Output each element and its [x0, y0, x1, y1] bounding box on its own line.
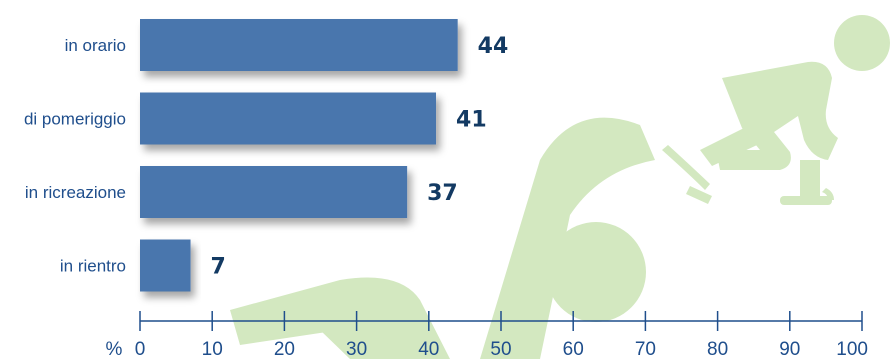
bar-3 — [140, 239, 191, 292]
x-tick-label-4: 40 — [418, 339, 439, 359]
x-tick-label-10: 100 — [836, 339, 868, 359]
category-label-1: di pomeriggio — [24, 110, 126, 129]
x-tick-label-1: 10 — [202, 339, 223, 359]
x-tick-label-8: 80 — [707, 339, 728, 359]
x-axis: % 0 10 20 30 40 50 60 70 80 90 100 — [106, 311, 868, 359]
data-label-1: 41 — [456, 108, 487, 133]
bar-2 — [140, 166, 408, 218]
data-labels: 44 41 37 7 — [211, 34, 509, 280]
skater-icon — [662, 15, 890, 205]
category-label-0: in orario — [65, 36, 126, 55]
bars — [140, 19, 458, 292]
x-tick-label-9: 90 — [779, 339, 800, 359]
x-tick-label-7: 70 — [635, 339, 656, 359]
x-tick-label-0: 0 — [135, 339, 146, 359]
category-label-2: in ricreazione — [25, 183, 126, 202]
data-label-2: 37 — [427, 181, 458, 206]
data-label-0: 44 — [478, 34, 509, 59]
x-tick-label-6: 60 — [563, 339, 584, 359]
bar-0 — [140, 19, 458, 71]
player-with-ball-icon — [230, 117, 655, 359]
x-tick-label-2: 20 — [274, 339, 295, 359]
x-axis-unit-label: % — [106, 339, 123, 359]
background-illustration — [230, 15, 890, 359]
x-tick-label-3: 30 — [346, 339, 367, 359]
category-labels: in orario di pomeriggio in ricreazione in r… — [24, 36, 126, 276]
bar-1 — [140, 92, 437, 145]
category-label-3: in rientro — [60, 257, 126, 276]
x-tick-label-5: 50 — [490, 339, 511, 359]
data-label-3: 7 — [211, 255, 226, 280]
